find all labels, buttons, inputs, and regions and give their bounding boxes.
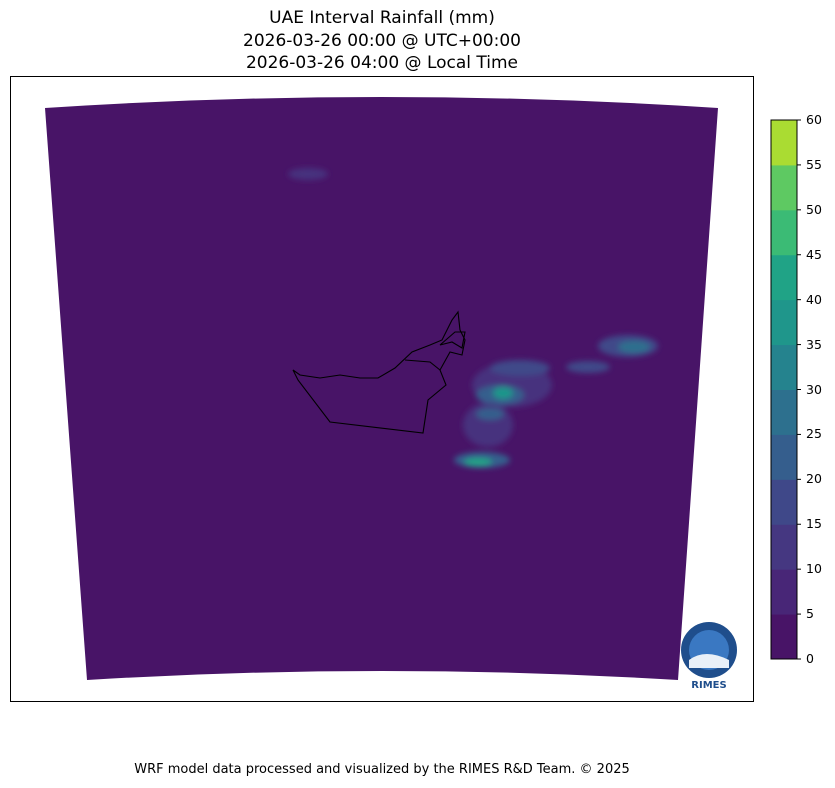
colorbar-tick-label: 20	[806, 471, 822, 487]
rain-cell	[288, 168, 328, 180]
rain-cell	[493, 387, 513, 399]
chart-title-line2: 2026-03-26 00:00 @ UTC+00:00	[243, 31, 521, 51]
uae-boundary	[292, 310, 466, 434]
colorbar-tick-label: 5	[806, 606, 814, 622]
rain-cell	[490, 360, 550, 376]
colorbar-tick-label: 25	[806, 426, 822, 442]
colorbar-tick-label: 50	[806, 201, 822, 217]
colorbar-tick-label: 45	[806, 246, 822, 262]
colorbar-bin	[771, 209, 797, 256]
footer-credit: WRF model data processed and visualized …	[134, 762, 630, 777]
colorbar-tick-label: 15	[806, 516, 822, 532]
colorbar-bin	[771, 434, 797, 480]
logo-text: RIMES	[691, 680, 726, 691]
rain-cell	[566, 361, 610, 373]
colorbar-bin	[771, 614, 797, 660]
colorbar-tick-label: 40	[806, 291, 822, 307]
colorbar-bin	[771, 164, 797, 211]
colorbar-bin	[771, 120, 797, 166]
rain-cell	[618, 341, 650, 353]
colorbar-bin	[771, 299, 797, 346]
colorbar-tick-label: 30	[806, 381, 822, 397]
rain-cell	[464, 458, 492, 466]
rain-cell	[476, 408, 504, 420]
model-domain	[45, 97, 718, 680]
colorbar-bin	[771, 524, 797, 570]
rimes-logo: RIMES	[681, 622, 737, 691]
map-frame	[10, 76, 754, 702]
rainfall-cells	[288, 168, 658, 468]
colorbar-bin	[771, 254, 797, 301]
colorbar-tick-label: 55	[806, 156, 822, 172]
chart-title-line3: 2026-03-26 04:00 @ Local Time	[245, 53, 519, 73]
colorbar-bin	[771, 389, 797, 435]
colorbar-bin	[771, 569, 797, 615]
colorbar	[770, 119, 801, 660]
chart-title-line1: UAE Interval Rainfall (mm)	[269, 8, 495, 28]
colorbar-tick-label: 35	[806, 336, 822, 352]
colorbar-bin	[771, 344, 797, 390]
colorbar-tick-label: 10	[806, 561, 822, 577]
colorbar-bin	[771, 479, 797, 525]
colorbar-tick-label: 0	[806, 651, 814, 666]
colorbar-tick-label: 60	[806, 112, 822, 127]
